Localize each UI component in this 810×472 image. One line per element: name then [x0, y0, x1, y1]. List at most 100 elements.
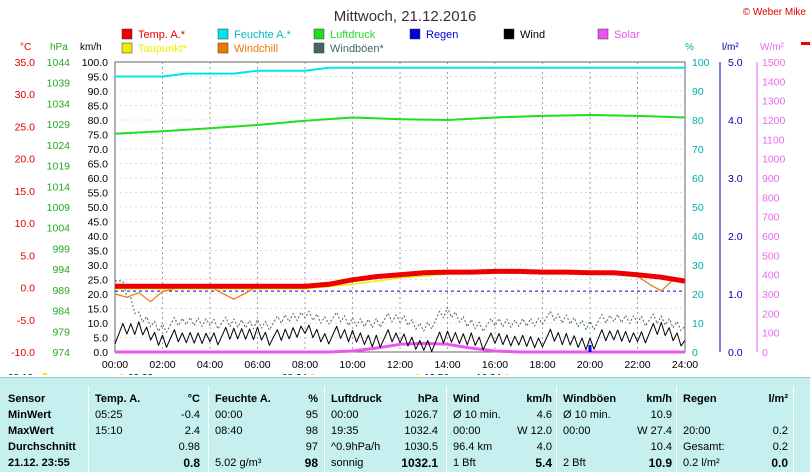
table-cell: 1030.5 [404, 441, 438, 453]
legend-swatch [597, 28, 609, 40]
table-cell: Windböen [563, 393, 617, 405]
table-separator [324, 386, 325, 472]
axis-tick-label: 999 [52, 243, 70, 255]
axis-tick-label: 25.0 [88, 275, 109, 287]
table-separator [676, 386, 677, 472]
table-cell: 08:40 [215, 425, 243, 437]
legend-label: Solar [614, 29, 640, 41]
axis-tick-label: 10.0 [88, 318, 109, 330]
axis-tick-label: 70 [692, 144, 704, 156]
table-separator [88, 386, 89, 472]
axis-tick-label: 4.0 [728, 115, 743, 127]
legend-label: Windchill [234, 43, 278, 55]
axis-tick-label: 90 [692, 86, 704, 98]
axis-tick-label: 979 [52, 326, 70, 338]
table-cell: 2.4 [184, 425, 200, 437]
axis-tick-label: 1009 [47, 202, 71, 214]
axis-unit-label: °C [20, 42, 31, 53]
table-cell: 98 [305, 425, 318, 437]
table-cell: 96.4 km [453, 441, 493, 453]
table-separator [556, 386, 557, 472]
legend-label: Regen [426, 29, 458, 41]
axis-tick-label: 1500 [762, 57, 786, 69]
time-tick-label: 14:00 [434, 359, 460, 371]
sun-icon [504, 374, 510, 375]
sun-time-label: 08:10 [8, 373, 33, 375]
axis-tick-label: 900 [762, 173, 780, 185]
axis-tick-label: 100 [762, 328, 780, 340]
sun-time-label: 00:22 [128, 373, 153, 375]
axis-tick-label: 5.0 [728, 57, 743, 69]
sun-time-label: 12:50 [424, 373, 449, 375]
legend-swatch [121, 42, 133, 54]
legend-label: Feuchte A.* [234, 29, 292, 41]
axis-tick-label: 55.0 [88, 188, 109, 200]
series-windb-en [114, 280, 686, 333]
table-cell: 4.0 [536, 441, 552, 453]
axis-tick-label: 100.0 [82, 57, 108, 69]
axis-tick-label: 800 [762, 192, 780, 204]
axis-tick-label: 35.0 [15, 57, 36, 69]
axis-tick-label: 50.0 [88, 202, 109, 214]
axis-tick-label: 80 [692, 115, 704, 127]
axis-tick-label: 1019 [47, 161, 71, 173]
table-cell: Durchschnitt [8, 441, 76, 453]
axis-tick-label: 1034 [47, 98, 71, 110]
axis-unit-label: hPa [50, 42, 68, 53]
legend-swatch [503, 28, 515, 40]
time-tick-label: 10:00 [339, 359, 365, 371]
sun-marks: 08:10 00:22 08:24 12:50 16:34 [8, 373, 510, 375]
axis-tick-label: 100 [692, 57, 710, 69]
chart-title: Mittwoch, 21.12.2016 [334, 8, 477, 25]
axis-tick-label: 1044 [47, 57, 71, 69]
axis-tick-label: 45.0 [88, 217, 109, 229]
table-cell: 0.98 [178, 441, 200, 453]
axis-tick-label: 1100 [762, 134, 785, 146]
axis-tick-label: 994 [52, 264, 70, 276]
rain-bar [588, 345, 592, 352]
axis-tick-label: 35.0 [88, 246, 109, 258]
axis-tick-label: 30.0 [88, 260, 109, 272]
axis-tick-label: 40.0 [88, 231, 109, 243]
table-cell: 0.2 [772, 425, 788, 437]
table-cell: 1032.1 [401, 456, 438, 470]
axis-tick-label: 15.0 [88, 304, 109, 316]
axis-tick-label: 600 [762, 231, 780, 243]
axis-tick-label: 20.0 [15, 154, 36, 166]
axis-tick-label: 1400 [762, 76, 786, 88]
axis-tick-label: 0.0 [728, 347, 743, 359]
table-cell: km/h [526, 393, 552, 405]
series-wind [114, 321, 686, 353]
time-tick-label: 24:00 [672, 359, 698, 371]
axis-tick-label: 984 [52, 306, 70, 318]
table-cell: Temp. A. [95, 393, 141, 405]
grid [114, 61, 686, 353]
table-cell: Regen [683, 393, 717, 405]
axis-tick-label: 0 [762, 347, 768, 359]
table-cell: W 12.0 [517, 425, 552, 437]
axis-tick-label: 0.0 [93, 347, 108, 359]
table-cell: ^0.9hPa/h [331, 441, 381, 453]
table-cell: Luftdruck [331, 393, 382, 405]
legend-swatch [313, 28, 325, 40]
sun-icon [119, 374, 125, 375]
axis-tick-label: 15.0 [15, 186, 36, 198]
table-cell: 5.4 [535, 456, 552, 470]
axis-tick-label: 3.0 [728, 173, 743, 185]
table-cell: % [308, 393, 318, 405]
table-cell: 05:25 [95, 409, 123, 421]
axis-tick-label: 1004 [47, 223, 71, 235]
time-tick-label: 18:00 [529, 359, 555, 371]
time-tick-label: 06:00 [244, 359, 270, 371]
table-cell: 5.02 g/m³ [215, 457, 262, 469]
axis-tick-label: 10 [692, 318, 704, 330]
axis-tick-label: 974 [52, 347, 70, 359]
table-cell: MaxWert [8, 425, 54, 437]
axis-tick-label: 500 [762, 250, 780, 262]
axis-tick-label: 70.0 [88, 144, 109, 156]
table-cell: 1026.7 [404, 409, 438, 421]
sun-icon [42, 373, 48, 375]
legend-label: Windböen* [330, 43, 385, 55]
table-cell: Ø 10 min. [453, 409, 501, 421]
legend-label: Temp. A.* [138, 29, 186, 41]
